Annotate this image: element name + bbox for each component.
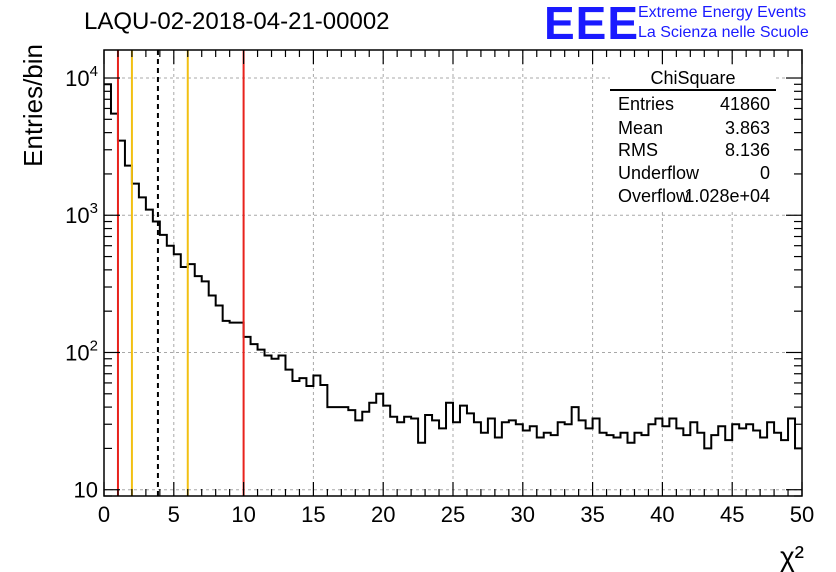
logo-line-1: Extreme Energy Events bbox=[638, 4, 807, 21]
histogram-series bbox=[104, 83, 802, 450]
stats-key: RMS bbox=[618, 140, 658, 160]
stats-value: 8.136 bbox=[724, 140, 770, 160]
logo-mark: EEE bbox=[544, 0, 640, 49]
stats-row-entries: Entries 41860 bbox=[618, 94, 770, 116]
logo-line-2: La Scienza nelle Scuole bbox=[638, 24, 809, 41]
x-tick-label: 10 bbox=[231, 502, 255, 527]
x-tick-label: 50 bbox=[790, 502, 814, 527]
stats-row-mean: Mean 3.863 bbox=[618, 118, 770, 140]
axis-ticks bbox=[103, 50, 803, 497]
stats-key: Underflow bbox=[618, 163, 700, 183]
stats-key: Entries bbox=[618, 94, 675, 114]
stats-key: Mean bbox=[618, 118, 664, 138]
stats-value: 3.863 bbox=[724, 118, 770, 138]
x-tick-label: 20 bbox=[371, 502, 395, 527]
x-tick-label: 40 bbox=[650, 502, 674, 527]
x-tick-label: 35 bbox=[580, 502, 604, 527]
tick-base: 10 bbox=[65, 203, 89, 228]
y-axis-label: Entries/bin bbox=[18, 44, 48, 167]
stats-box: ChiSquare Entries 41860 Mean 3.863 RMS 8… bbox=[610, 68, 776, 210]
tick-exponent: 2 bbox=[90, 337, 98, 354]
eee-logo: EEE Extreme Energy Events La Scienza nel… bbox=[544, 0, 834, 49]
tick-base: 10 bbox=[74, 478, 98, 503]
tick-exponent: 4 bbox=[90, 63, 98, 80]
stats-divider bbox=[610, 89, 776, 91]
y-tick-label: 102 bbox=[65, 337, 98, 365]
x-axis-label: χ² bbox=[780, 541, 804, 572]
stats-value: 1.028e+04 bbox=[684, 186, 770, 206]
x-tick-label: 30 bbox=[511, 502, 535, 527]
tick-base: 10 bbox=[65, 66, 89, 91]
y-tick-label: 103 bbox=[65, 200, 98, 228]
chart-title: LAQU-02-2018-04-21-00002 bbox=[84, 8, 390, 35]
y-tick-label: 10 bbox=[74, 478, 98, 503]
x-tick-label: 45 bbox=[720, 502, 744, 527]
stats-value: 41860 bbox=[719, 94, 770, 114]
x-tick-label: 5 bbox=[168, 502, 180, 527]
stats-key: Overflow bbox=[618, 186, 690, 206]
stats-title: ChiSquare bbox=[650, 68, 736, 88]
stats-row-underflow: Underflow 0 bbox=[618, 163, 770, 185]
threshold-lines bbox=[116, 50, 245, 496]
x-tick-label: 25 bbox=[441, 502, 465, 527]
stats-row-rms: RMS 8.136 bbox=[618, 140, 770, 162]
x-tick-label: 0 bbox=[98, 502, 110, 527]
stats-value: 0 bbox=[759, 163, 770, 183]
tick-exponent: 3 bbox=[90, 200, 98, 217]
stats-row-overflow: Overflow 1.028e+04 bbox=[618, 186, 770, 208]
x-tick-label: 15 bbox=[301, 502, 325, 527]
x-tick-labels: 0 5 10 15 20 25 30 35 40 45 50 bbox=[98, 502, 814, 527]
tick-base: 10 bbox=[65, 340, 89, 365]
y-tick-label: 104 bbox=[65, 63, 98, 91]
histogram-line bbox=[104, 83, 802, 450]
